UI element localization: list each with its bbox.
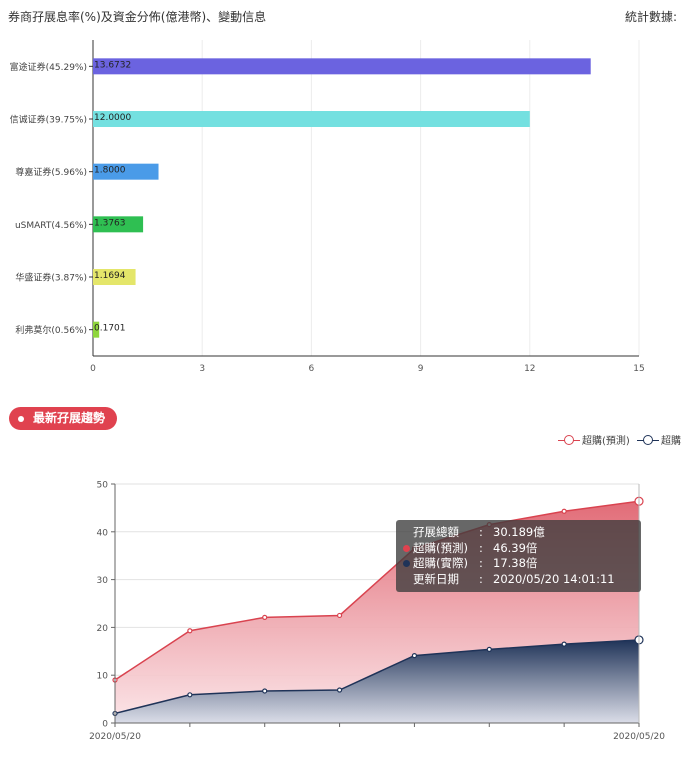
legend-forecast-label: 超購(預測) <box>582 436 630 446</box>
actual-line <box>114 639 640 715</box>
chart-tooltip: 孖展總額:30.189億 超購(預測):46.39倍 超購(實際):17.38倍… <box>396 520 641 592</box>
y-tick-label: 40 <box>97 528 109 538</box>
tooltip-value: 2020/05/20 14:01:11 <box>493 571 615 586</box>
tooltip-row-forecast: 超購(預測):46.39倍 <box>400 541 641 557</box>
tag-dot <box>18 416 24 422</box>
x-tick-label: 15 <box>633 364 644 374</box>
header: 券商孖展息率(%)及資金分佈(億港幣)、變動信息 統計數據: <box>0 0 681 28</box>
category-label: uSMART(4.56%) <box>15 221 87 231</box>
actual-point <box>262 688 268 694</box>
category-label: 利弗莫尔(0.56%) <box>15 324 87 336</box>
tooltip-label: 孖展總額 <box>413 525 459 539</box>
bar-value-label: 1.8000 <box>94 166 126 176</box>
tooltip-row-total: 孖展總額:30.189億 <box>413 525 545 539</box>
category-label: 信诚证券(39.75%) <box>10 114 87 126</box>
bar <box>93 111 530 127</box>
y-tick-label: 10 <box>97 672 109 682</box>
oversubscription-trend-chart: 0 10 20 30 40 50 2020/05/20 2020/05/20 <box>89 481 665 743</box>
chart-legend: 超購(預測) 超購(實際) <box>558 432 681 446</box>
actual-point <box>187 692 193 698</box>
x-tick-label: 9 <box>418 364 424 374</box>
legend-item-actual[interactable]: 超購(實際) <box>637 432 681 446</box>
actual-point <box>561 641 567 647</box>
category-label: 华盛证券(3.87%) <box>15 272 87 284</box>
bar-value-label: 1.3763 <box>94 218 126 228</box>
tooltip-value: 46.39倍 <box>493 540 538 555</box>
bar <box>93 321 100 338</box>
bar <box>93 163 159 180</box>
actual-point <box>486 646 492 652</box>
forecast-point <box>336 612 343 619</box>
x-tick-label: 2020/05/20 <box>613 732 665 742</box>
x-tick-label: 12 <box>524 364 535 374</box>
bar-value-label: 13.6732 <box>94 60 131 70</box>
tooltip-value: 17.38倍 <box>493 556 538 570</box>
latest-trend-label: 最新孖展趨勢 <box>33 411 106 425</box>
tooltip-value: 30.189億 <box>493 525 545 539</box>
page-title: 券商孖展息率(%)及資金分佈(億港幣)、變動信息 <box>8 10 267 24</box>
y-tick-label: 0 <box>102 720 108 730</box>
bar <box>93 216 144 233</box>
tooltip-label: 超購(預測) <box>413 540 468 555</box>
category-label: 尊嘉证券(5.96%) <box>15 166 87 178</box>
bar-value-label: 12.0000 <box>94 113 131 123</box>
bar <box>93 269 136 285</box>
forecast-point <box>262 614 268 620</box>
bar-value-label: 0.1701 <box>94 324 126 334</box>
statistics-label: 統計數據: <box>624 10 677 24</box>
margin-distribution-bar-chart: 0 3 6 9 12 15 富途证券(45.29%) 13.6732 信诚证券(39.75%) 1… <box>10 40 645 374</box>
forecast-point <box>187 628 193 634</box>
forecast-point <box>561 508 567 514</box>
x-tick-label: 0 <box>90 364 96 374</box>
forecast-line <box>114 500 640 681</box>
tooltip-row-date: 更新日期:2020/05/20 14:01:11 <box>413 571 615 586</box>
x-tick-label: 3 <box>199 364 205 374</box>
bar-value-label: 1.1694 <box>94 271 126 281</box>
legend-actual-label: 超購(實際) <box>661 436 681 446</box>
tooltip-label: 超購(實際) <box>413 556 468 570</box>
latest-trend-tag: 最新孖展趨勢 <box>9 407 118 430</box>
category-label: 富途证券(45.29%) <box>10 61 87 73</box>
tooltip-actual-dot <box>403 560 410 567</box>
tooltip-forecast-dot <box>403 544 410 552</box>
actual-point <box>411 653 418 659</box>
y-tick-label: 50 <box>97 481 109 491</box>
y-tick-label: 30 <box>97 576 109 586</box>
legend-actual-icon <box>637 434 659 446</box>
actual-area <box>115 639 639 723</box>
x-tick-label: 6 <box>309 364 315 374</box>
tooltip-row-actual: 超購(實際):17.38倍 <box>400 556 641 572</box>
bar <box>93 58 591 75</box>
legend-item-forecast[interactable]: 超購(預測) <box>558 432 630 446</box>
x-tick-label: 2020/05/20 <box>89 732 141 742</box>
tooltip-label: 更新日期 <box>413 571 459 586</box>
legend-forecast-icon <box>558 434 580 446</box>
actual-point <box>336 687 343 693</box>
y-tick-label: 20 <box>97 624 109 634</box>
